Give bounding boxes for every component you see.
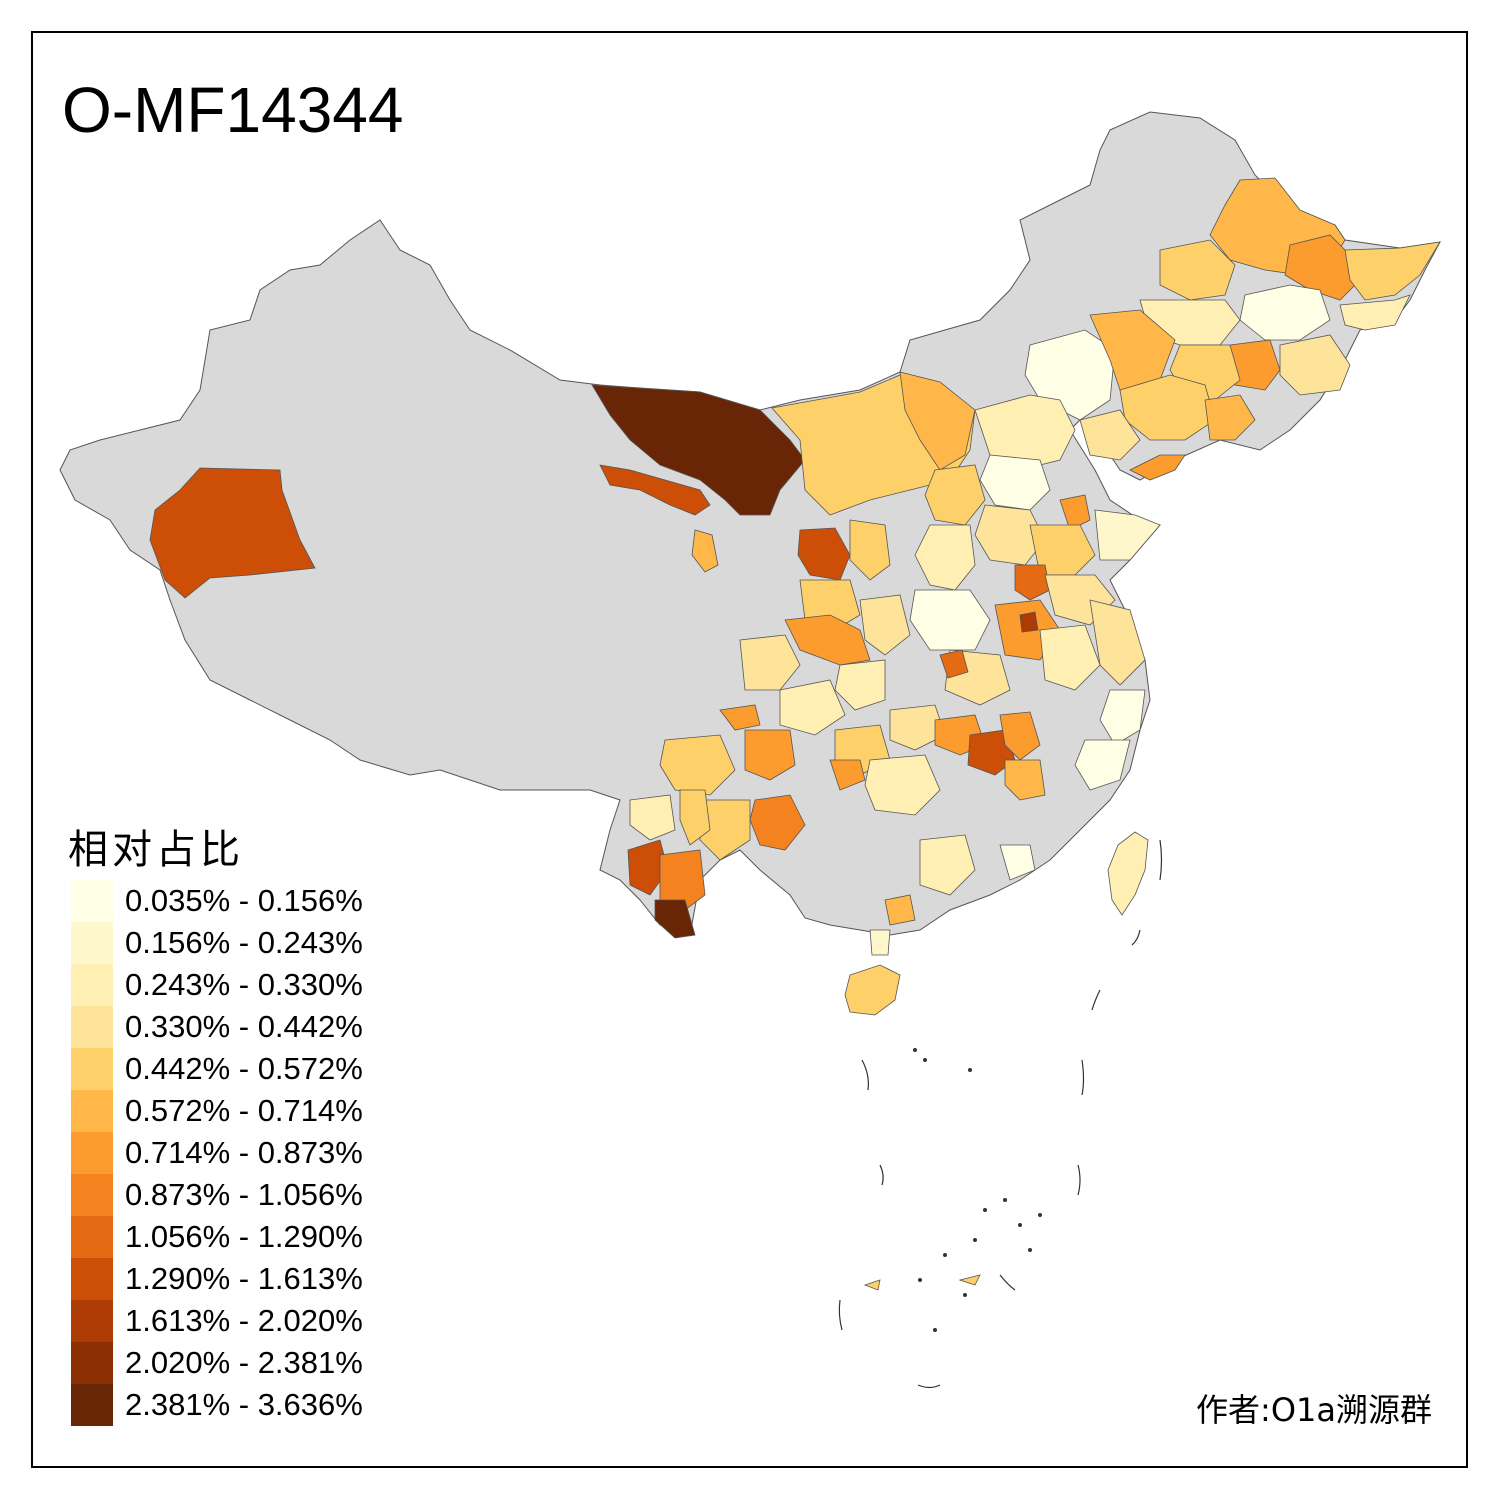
region-inner-east bbox=[1024, 329, 1116, 421]
region-liaoning-w bbox=[1079, 409, 1141, 461]
region-taiwan bbox=[1107, 831, 1149, 916]
region-dalian bbox=[1129, 454, 1186, 481]
legend-label: 1.290% - 1.613% bbox=[125, 1261, 363, 1296]
region-qinghai-small bbox=[691, 529, 719, 573]
region-hubei-e bbox=[999, 711, 1041, 761]
region-mudanjiang bbox=[1339, 294, 1411, 331]
region-hunan bbox=[864, 754, 941, 816]
region-puer bbox=[659, 849, 706, 911]
region-hunan-w bbox=[829, 759, 866, 791]
legend-item: 0.714% - 0.873% bbox=[71, 1132, 363, 1174]
legend-swatch bbox=[71, 1006, 113, 1048]
legend-swatch bbox=[71, 1090, 113, 1132]
legend-item: 1.613% - 2.020% bbox=[71, 1300, 363, 1342]
region-sichuan-s bbox=[659, 734, 736, 796]
region-jilin bbox=[1279, 334, 1351, 396]
region-alxa bbox=[591, 384, 806, 516]
region-nanyang bbox=[939, 649, 969, 679]
legend-item: 0.572% - 0.714% bbox=[71, 1090, 363, 1132]
region-sichuan-mid bbox=[744, 729, 796, 781]
region-shandong-e bbox=[1094, 509, 1161, 561]
south-sea-islands bbox=[838, 839, 1163, 1389]
map-title: O-MF14344 bbox=[62, 74, 404, 146]
legend-label: 2.020% - 2.381% bbox=[125, 1345, 363, 1380]
legend-swatch bbox=[71, 964, 113, 1006]
region-leizhou bbox=[869, 929, 891, 956]
region-harbin bbox=[1239, 284, 1331, 341]
legend-label: 1.613% - 2.020% bbox=[125, 1303, 363, 1338]
region-zhengzhou bbox=[1019, 611, 1039, 633]
region-sichuan-n bbox=[739, 634, 801, 691]
region-lincang bbox=[627, 839, 669, 896]
legend-label: 1.056% - 1.290% bbox=[125, 1219, 363, 1254]
region-chengdu bbox=[779, 679, 846, 736]
region-hubei-w bbox=[889, 704, 946, 751]
legend-label: 0.035% - 0.156% bbox=[125, 883, 363, 918]
region-dandong bbox=[1204, 394, 1256, 441]
legend-label: 0.442% - 0.572% bbox=[125, 1051, 363, 1086]
region-henan-n bbox=[909, 589, 991, 651]
legend-swatch bbox=[71, 1300, 113, 1342]
region-xishuangbanna bbox=[654, 899, 696, 939]
region-guangdong-w bbox=[884, 894, 916, 926]
legend-item: 0.442% - 0.572% bbox=[71, 1048, 363, 1090]
legend-item: 1.056% - 1.290% bbox=[71, 1216, 363, 1258]
region-yunnan-w bbox=[629, 794, 676, 841]
legend-title: 相对占比 bbox=[68, 827, 244, 873]
legend-label: 0.572% - 0.714% bbox=[125, 1093, 363, 1128]
region-tianjin bbox=[1059, 494, 1091, 531]
region-jiamusi bbox=[1344, 241, 1441, 301]
legend-label: 0.243% - 0.330% bbox=[125, 967, 363, 1002]
region-anhui-n bbox=[1039, 624, 1101, 691]
legend-label: 0.156% - 0.243% bbox=[125, 925, 363, 960]
region-shanghai bbox=[1099, 689, 1146, 746]
legend-item: 0.330% - 0.442% bbox=[71, 1006, 363, 1048]
legend-swatch bbox=[71, 1216, 113, 1258]
legend: 0.035% - 0.156% 0.156% - 0.243% 0.243% - 0… bbox=[71, 880, 363, 1426]
legend-item: 0.035% - 0.156% bbox=[71, 880, 363, 922]
region-hexi bbox=[599, 464, 711, 516]
legend-item: 0.873% - 1.056% bbox=[71, 1174, 363, 1216]
region-guangdong-e bbox=[999, 844, 1036, 881]
legend-swatch bbox=[71, 1258, 113, 1300]
legend-label: 0.714% - 0.873% bbox=[125, 1135, 363, 1170]
region-gansu-e bbox=[784, 614, 871, 666]
region-sichuan-w bbox=[719, 704, 761, 731]
legend-swatch bbox=[71, 1132, 113, 1174]
region-hlj-east bbox=[1284, 234, 1361, 301]
legend-label: 2.381% - 3.636% bbox=[125, 1387, 363, 1422]
legend-label: 0.873% - 1.056% bbox=[125, 1177, 363, 1212]
region-yunnan-mid bbox=[679, 789, 711, 846]
region-hainan bbox=[844, 964, 901, 1016]
region-qiqihar bbox=[1159, 239, 1236, 301]
region-yulin bbox=[849, 519, 891, 581]
region-jiangxi-n bbox=[1004, 759, 1046, 801]
region-jinan bbox=[1014, 564, 1051, 601]
region-zhejiang bbox=[1074, 739, 1131, 791]
author-credit: 作者:O1a溯源群 bbox=[1196, 1391, 1432, 1429]
legend-item: 2.381% - 3.636% bbox=[71, 1384, 363, 1426]
region-kashgar bbox=[149, 467, 316, 599]
legend-swatch bbox=[71, 1174, 113, 1216]
legend-swatch bbox=[71, 922, 113, 964]
region-guangxi bbox=[919, 834, 976, 896]
region-im-east bbox=[899, 371, 976, 471]
region-shaanxi-s bbox=[834, 659, 886, 711]
legend-swatch bbox=[71, 1048, 113, 1090]
legend-item: 1.290% - 1.613% bbox=[71, 1258, 363, 1300]
region-jiangsu bbox=[1089, 599, 1146, 686]
legend-swatch bbox=[71, 1342, 113, 1384]
legend-item: 2.020% - 2.381% bbox=[71, 1342, 363, 1384]
region-xian bbox=[859, 594, 911, 656]
legend-swatch bbox=[71, 880, 113, 922]
legend-swatch bbox=[71, 1384, 113, 1426]
legend-item: 0.243% - 0.330% bbox=[71, 964, 363, 1006]
legend-label: 0.330% - 0.442% bbox=[125, 1009, 363, 1044]
legend-item: 0.156% - 0.243% bbox=[71, 922, 363, 964]
